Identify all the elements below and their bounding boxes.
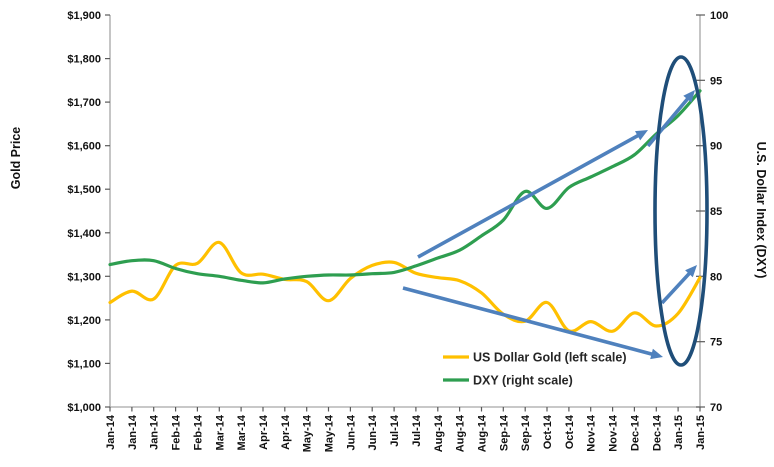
x-axis-tick-label: Nov-14	[586, 414, 598, 452]
dxy-uptrend-arrow	[417, 131, 643, 259]
left-axis-tick-label: $1,800	[67, 54, 101, 66]
left-axis-tick-label: $1,100	[67, 358, 101, 370]
left-axis-tick-label: $1,000	[67, 402, 101, 414]
right-axis-title: U.S. Dollar Index (DXY)	[754, 142, 768, 279]
x-axis-tick-label: Jan-15	[695, 415, 707, 450]
series	[108, 89, 702, 333]
right-axis-ticks: 100 95 90 85 80 75 70	[696, 10, 728, 414]
x-axis-tick-label: Aug-14	[477, 414, 489, 452]
x-axis-tick-label: Aug-14	[433, 414, 445, 452]
legend-label: DXY (right scale)	[473, 374, 573, 388]
left-axis-tick-label: $1,600	[67, 141, 101, 153]
x-axis-tick-label: Jul-14	[389, 414, 401, 447]
annotations	[402, 55, 709, 367]
dxy-line	[108, 89, 702, 285]
right-axis-tick-label: 70	[710, 402, 722, 414]
x-axis-tick-label: Mar-14	[214, 414, 226, 450]
x-axis-tick-label: Nov-14	[608, 414, 620, 452]
x-axis-tick-label: Oct-14	[564, 414, 576, 449]
x-axis-tick-label: Feb-14	[171, 414, 183, 450]
x-axis-tick-label: Jan-15	[673, 415, 685, 450]
left-axis-tick-label: $1,700	[67, 97, 101, 109]
x-axis-tick-label: Mar-14	[236, 414, 248, 450]
x-axis-tick-label: Jan-14	[105, 414, 117, 450]
left-axis-tick-label: $1,500	[67, 184, 101, 196]
dxy-uptrend-arrow-head	[635, 130, 648, 141]
highlight-ellipse	[653, 55, 709, 367]
right-axis-tick-label: 95	[710, 75, 722, 87]
x-axis-tick-label: Dec-14	[629, 414, 641, 451]
axes	[109, 15, 701, 408]
x-axis-tick-label: Feb-14	[192, 414, 204, 450]
gold-rebound-arrow	[660, 269, 694, 305]
gold-downtrend-arrow	[402, 286, 657, 357]
x-axis-tick-label: Jun-14	[345, 414, 357, 450]
x-axis-tick-label: Jun-14	[367, 414, 379, 450]
x-axis-tick-label: Aug-14	[455, 414, 467, 452]
x-axis-tick-label: Jul-14	[411, 414, 423, 447]
left-axis-ticks: $1,900 $1,800 $1,700 $1,600 $1,500 $1,400 $1,3…	[67, 10, 110, 414]
left-axis-tick-label: $1,200	[67, 315, 101, 327]
dxy-breakout-arrow-head	[683, 90, 695, 103]
left-axis-tick-label: $1,900	[67, 10, 101, 22]
x-axis-ticks: Jan-14 Jan-14 Jan-14 Feb-14 Feb-14 Mar-14 Mar-…	[105, 407, 707, 452]
right-axis-tick-label: 85	[710, 206, 722, 218]
x-axis-tick-label: Dec-14	[651, 414, 663, 451]
legend-label: US Dollar Gold (left scale)	[473, 351, 627, 365]
x-axis-tick-label: May-14	[324, 414, 336, 452]
gold-price-line	[108, 240, 702, 333]
left-axis-tick-label: $1,300	[67, 271, 101, 283]
x-axis-tick-label: Apr-14	[258, 414, 270, 450]
x-axis-tick-label: Oct-14	[542, 414, 554, 449]
legend: US Dollar Gold (left scale) DXY (right sc…	[443, 351, 627, 388]
x-axis-tick-label: May-14	[302, 414, 314, 452]
right-axis-tick-label: 75	[710, 337, 722, 349]
gold-rebound-arrow-head	[685, 265, 697, 278]
left-axis-title: Gold Price	[9, 127, 23, 190]
x-axis-tick-label: Jan-14	[149, 414, 161, 450]
gold-downtrend-arrow-head	[650, 348, 663, 360]
left-axis-tick-label: $1,400	[67, 228, 101, 240]
x-axis-tick-label: Sep-14	[498, 414, 510, 451]
right-axis-tick-label: 100	[710, 10, 728, 22]
right-axis-tick-label: 80	[710, 271, 722, 283]
dxy-breakout-arrow	[646, 94, 692, 148]
right-axis-tick-label: 90	[710, 141, 722, 153]
x-axis-tick-label: Jan-14	[127, 414, 139, 450]
x-axis-tick-label: Apr-14	[280, 414, 292, 450]
x-axis-tick-label: Sep-14	[520, 414, 532, 451]
